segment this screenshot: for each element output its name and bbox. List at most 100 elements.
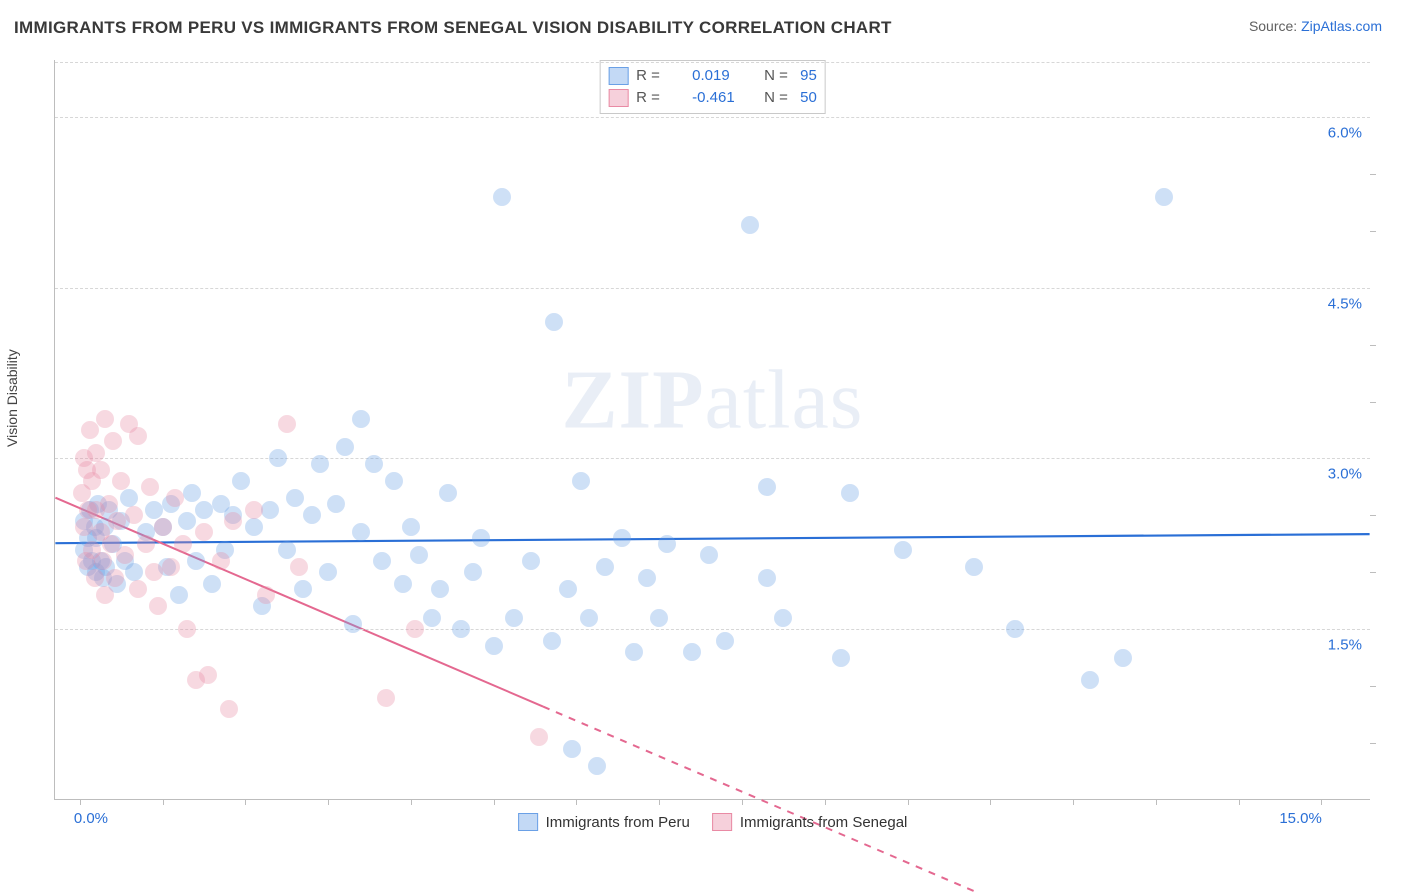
data-point-senegal [166,489,184,507]
data-point-peru [758,478,776,496]
trend-line-senegal [55,498,543,707]
data-point-peru [286,489,304,507]
data-point-peru [522,552,540,570]
data-point-peru [596,558,614,576]
legend-label: Immigrants from Senegal [740,814,908,831]
x-tick-mark [908,799,909,805]
data-point-peru [125,563,143,581]
data-point-senegal [108,512,126,530]
data-point-peru [232,472,250,490]
y-tick-mark [1370,515,1376,516]
data-point-senegal [149,597,167,615]
data-point-peru [965,558,983,576]
data-point-peru [120,489,138,507]
data-point-senegal [224,512,242,530]
data-point-peru [658,535,676,553]
data-point-peru [170,586,188,604]
data-point-senegal [199,666,217,684]
data-point-peru [464,563,482,581]
legend-row: R = 0.019 N = 95 [608,65,817,87]
data-point-peru [572,472,590,490]
data-point-peru [385,472,403,490]
data-point-peru [269,449,287,467]
legend-r-value: 0.019 [692,65,756,87]
y-tick-mark [1370,743,1376,744]
data-point-senegal [257,586,275,604]
data-point-senegal [195,523,213,541]
data-point-peru [365,455,383,473]
x-tick-mark [328,799,329,805]
legend-swatch-senegal [608,89,628,107]
y-tick-label: 3.0% [1328,466,1362,483]
data-point-peru [588,757,606,775]
data-point-peru [261,501,279,519]
data-point-senegal [162,558,180,576]
legend-item-peru: Immigrants from Peru [518,813,690,831]
data-point-peru [336,438,354,456]
x-tick-mark [494,799,495,805]
y-tick-mark [1370,686,1376,687]
data-point-peru [439,484,457,502]
data-point-senegal [220,700,238,718]
legend-r-label: R = [636,87,684,109]
source-prefix: Source: [1249,18,1301,34]
x-tick-mark [659,799,660,805]
data-point-peru [700,546,718,564]
data-point-peru [327,495,345,513]
trend-lines-layer [55,60,1370,799]
data-point-senegal [406,620,424,638]
data-point-peru [758,569,776,587]
x-tick-mark [742,799,743,805]
legend-swatch-peru [518,813,538,831]
x-tick-label: 15.0% [1279,810,1322,827]
data-point-peru [683,643,701,661]
data-point-senegal [174,535,192,553]
data-point-senegal [94,552,112,570]
data-point-peru [410,546,428,564]
data-point-senegal [100,495,118,513]
data-point-senegal [141,478,159,496]
data-point-senegal [96,586,114,604]
data-point-peru [178,512,196,530]
gridline-h [55,458,1370,459]
data-point-peru [431,580,449,598]
data-point-senegal [104,432,122,450]
legend-n-value: 50 [800,87,817,109]
data-point-peru [423,609,441,627]
data-point-peru [195,501,213,519]
y-tick-mark [1370,174,1376,175]
data-point-peru [832,649,850,667]
data-point-peru [613,529,631,547]
x-tick-mark [1239,799,1240,805]
y-tick-label: 4.5% [1328,295,1362,312]
data-point-senegal [81,421,99,439]
x-tick-mark [825,799,826,805]
legend-correlation-box: R = 0.019 N = 95 R = -0.461 N = 50 [599,60,826,114]
data-point-senegal [125,506,143,524]
data-point-peru [352,523,370,541]
source-link[interactable]: ZipAtlas.com [1301,18,1382,34]
data-point-senegal [245,501,263,519]
data-point-peru [563,740,581,758]
data-point-peru [545,313,563,331]
x-tick-mark [411,799,412,805]
data-point-peru [472,529,490,547]
data-point-peru [894,541,912,559]
data-point-senegal [154,518,172,536]
data-point-senegal [96,410,114,428]
data-point-senegal [212,552,230,570]
trend-line-senegal [543,707,1370,892]
legend-r-label: R = [636,65,684,87]
legend-row: R = -0.461 N = 50 [608,87,817,109]
x-tick-mark [245,799,246,805]
legend-r-value: -0.461 [692,87,756,109]
data-point-peru [183,484,201,502]
data-point-peru [485,637,503,655]
data-point-senegal [377,689,395,707]
x-tick-mark [1156,799,1157,805]
data-point-senegal [92,461,110,479]
data-point-peru [145,501,163,519]
data-point-peru [841,484,859,502]
legend-label: Immigrants from Peru [546,814,690,831]
data-point-peru [294,580,312,598]
